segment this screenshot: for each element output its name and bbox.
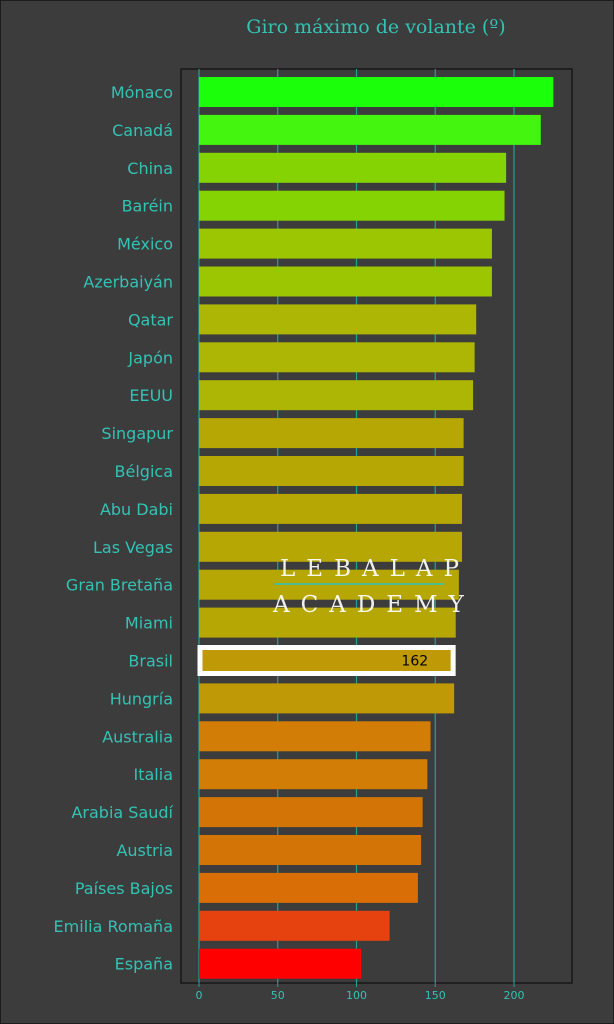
category-label: España (115, 955, 173, 974)
bar-8 (199, 342, 475, 373)
category-label: Miami (125, 614, 173, 633)
bar-18 (199, 721, 431, 752)
category-label: Bélgica (115, 462, 173, 481)
chart-title: Giro máximo de volante (º) (246, 16, 506, 38)
category-label: Arabia Saudí (71, 803, 173, 822)
category-labels: Mónaco Canadá China Baréin México Azerbaiyán Q… (54, 83, 174, 974)
category-label: Las Vegas (93, 538, 173, 557)
category-label: Japón (127, 348, 173, 367)
category-label: Qatar (128, 310, 173, 329)
bar-23 (199, 910, 390, 941)
category-label: Baréin (122, 197, 173, 216)
bar-19 (199, 759, 428, 790)
bar-15 (199, 607, 456, 638)
bar-13 (199, 531, 463, 562)
category-label: Canadá (112, 121, 173, 140)
bar-24 (199, 948, 362, 979)
x-tick-labels: 0 50 100 150 200 (196, 983, 525, 1002)
bar-1 (199, 77, 554, 107)
category-label: Emilia Romaña (54, 917, 173, 936)
x-tick-label: 100 (346, 989, 367, 1002)
bar-10 (199, 418, 464, 449)
bar-11 (199, 456, 464, 486)
bar-9 (199, 380, 474, 411)
bar-2 (199, 114, 541, 145)
bar-7 (199, 304, 477, 335)
category-label: Hungría (110, 689, 173, 708)
category-label: México (117, 235, 173, 254)
bar-16 (197, 645, 456, 676)
category-label: Singapur (101, 424, 173, 443)
grid-layer (198, 69, 515, 983)
bar-5 (199, 228, 492, 259)
watermark-line-1: LEBALAP (280, 556, 470, 582)
x-tick-label: 200 (504, 989, 525, 1002)
category-label: EEUU (129, 386, 173, 405)
bar-3 (199, 152, 507, 183)
bar-21 (199, 835, 422, 865)
category-label: Azerbaiyán (83, 273, 173, 292)
x-tick-label: 150 (425, 989, 446, 1002)
bar-20 (199, 797, 423, 828)
category-label: China (127, 159, 173, 178)
data-label: 162 (401, 654, 428, 670)
bar-22 (199, 872, 418, 903)
category-label: Brasil (128, 652, 173, 671)
category-label: Italia (134, 765, 174, 784)
bars-layer: 162 (197, 77, 554, 979)
category-label: Australia (102, 727, 173, 746)
watermark-line-2: ACADEMY (272, 592, 475, 618)
category-label: Mónaco (111, 83, 173, 102)
x-tick-label: 0 (196, 989, 203, 1002)
bar-4 (199, 190, 505, 221)
bar-12 (199, 493, 463, 524)
category-label: Austria (116, 841, 173, 860)
category-label: Abu Dabi (100, 500, 173, 519)
watermark: LEBALAP ACADEMY (272, 556, 475, 618)
category-label: Gran Bretaña (66, 576, 173, 595)
x-tick-label: 50 (271, 989, 285, 1002)
bar-17 (199, 683, 455, 714)
category-label: Países Bajos (75, 879, 173, 898)
bar-6 (199, 266, 492, 297)
plot-area (180, 68, 573, 984)
